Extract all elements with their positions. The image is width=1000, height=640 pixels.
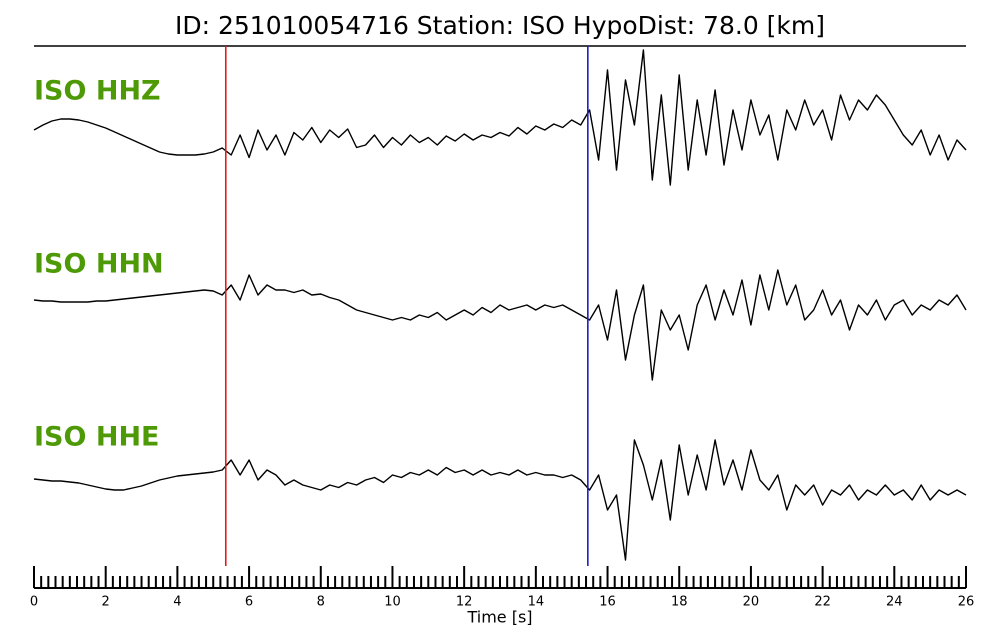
x-tick-label: 12	[456, 595, 473, 610]
x-tick-label: 24	[886, 595, 903, 610]
trace-label: ISO HHN	[34, 249, 164, 280]
x-tick-label: 4	[173, 595, 181, 610]
x-tick-label: 26	[958, 595, 975, 610]
x-tick-label: 20	[743, 595, 760, 610]
waveform	[33, 439, 967, 561]
waveform	[33, 49, 967, 186]
x-tick-label: 10	[384, 595, 401, 610]
trace-label: ISO HHZ	[34, 76, 161, 107]
x-tick-label: 2	[102, 595, 110, 610]
x-axis-label: Time [s]	[466, 608, 532, 627]
x-tick-label: 0	[30, 595, 38, 610]
chart-title: ID: 251010054716 Station: ISO HypoDist: …	[175, 11, 825, 40]
trace-label: ISO HHE	[34, 422, 159, 453]
x-tick-label: 18	[671, 595, 688, 610]
x-tick-label: 22	[814, 595, 831, 610]
x-tick-label: 14	[528, 595, 545, 610]
waveform	[33, 269, 967, 381]
x-tick-label: 16	[599, 595, 616, 610]
x-tick-label: 6	[245, 595, 253, 610]
x-tick-label: 8	[317, 595, 325, 610]
